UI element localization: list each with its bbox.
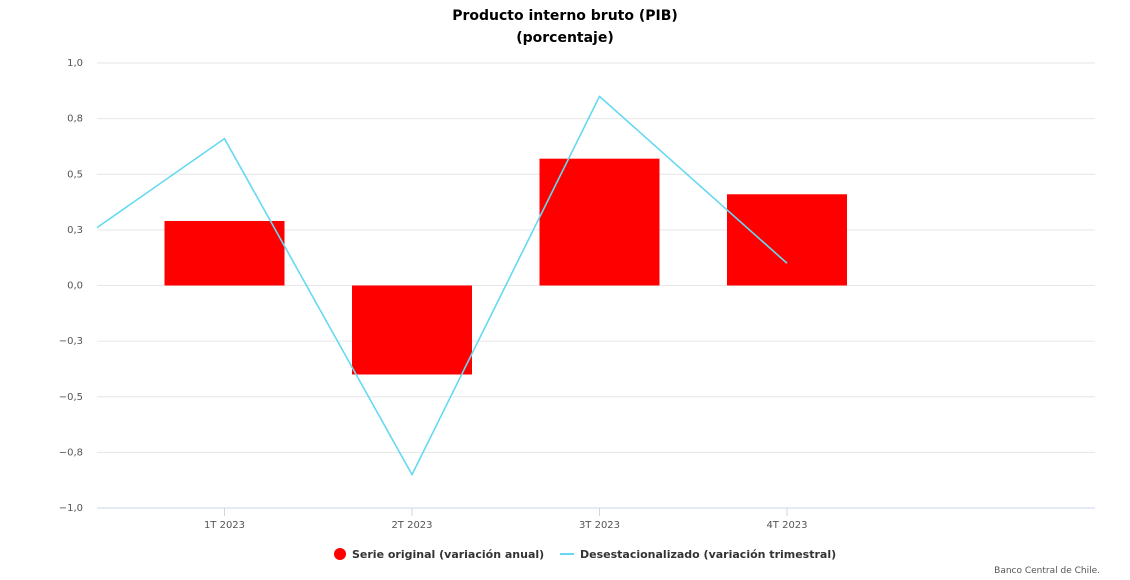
bar[interactable] (352, 285, 472, 375)
y-tick-label: 0,5 (67, 169, 83, 180)
y-tick-label: 0,0 (67, 281, 83, 292)
x-tick-label: 4T 2023 (766, 520, 807, 531)
x-tick-label: 2T 2023 (391, 520, 432, 531)
legend-line-label[interactable]: Desestacionalizado (variación trimestral… (580, 548, 836, 561)
line-point[interactable] (223, 137, 227, 141)
line-point[interactable] (410, 473, 414, 477)
line-point[interactable] (785, 261, 789, 265)
bar[interactable] (539, 158, 660, 286)
grid-layer: 1,0 0,8 0,5 0,3 0,0 −0,3 −0,5 −0,8 −1,0 (59, 58, 1095, 514)
y-tick-label: 0,3 (67, 225, 83, 236)
chart-subtitle: (porcentaje) (516, 30, 614, 46)
legend-bar-marker (334, 548, 346, 560)
bar[interactable] (727, 194, 847, 286)
y-tick-label: 1,0 (67, 58, 83, 69)
bar[interactable] (164, 220, 285, 286)
credits[interactable]: Banco Central de Chile. (994, 566, 1100, 576)
y-tick-label: 0,8 (67, 114, 83, 125)
x-tick-label: 3T 2023 (579, 520, 620, 531)
x-axis: 1T 2023 2T 2023 3T 2023 4T 2023 (97, 507, 1095, 531)
line-point[interactable] (598, 94, 602, 98)
line-layer (96, 94, 789, 477)
y-tick-label: −0,5 (59, 392, 83, 403)
chart-title: Producto interno bruto (PIB) (452, 8, 678, 24)
y-tick-label: −1,0 (59, 503, 83, 514)
bar-layer (164, 158, 847, 375)
legend: Serie original (variación anual) Desesta… (334, 548, 836, 561)
series-line[interactable] (96, 95, 788, 476)
y-tick-label: −0,8 (59, 447, 83, 458)
legend-bar-label[interactable]: Serie original (variación anual) (352, 548, 544, 561)
y-tick-label: −0,3 (59, 336, 83, 347)
x-tick-label: 1T 2023 (204, 520, 245, 531)
